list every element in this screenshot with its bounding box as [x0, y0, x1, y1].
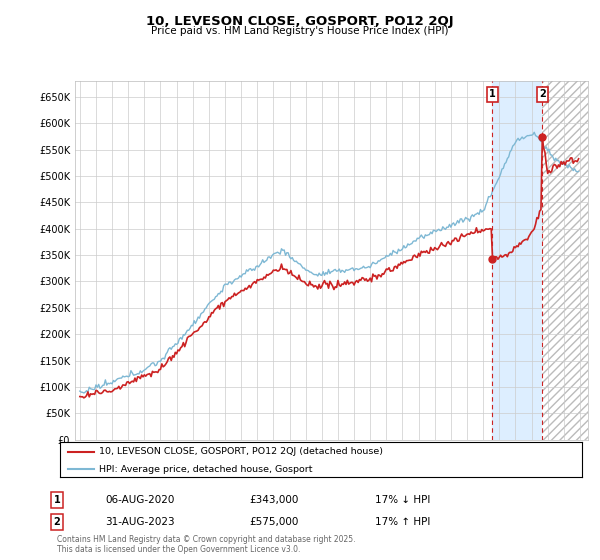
Bar: [493, 81, 542, 440]
Text: 06-AUG-2020: 06-AUG-2020: [105, 495, 175, 505]
Bar: [542, 81, 588, 440]
Text: Price paid vs. HM Land Registry's House Price Index (HPI): Price paid vs. HM Land Registry's House …: [151, 26, 449, 36]
Text: £343,000: £343,000: [249, 495, 298, 505]
Text: 17% ↓ HPI: 17% ↓ HPI: [375, 495, 430, 505]
Text: £575,000: £575,000: [249, 517, 298, 527]
Text: 31-AUG-2023: 31-AUG-2023: [105, 517, 175, 527]
Bar: [542, 81, 588, 440]
Text: Contains HM Land Registry data © Crown copyright and database right 2025.
This d: Contains HM Land Registry data © Crown c…: [57, 535, 355, 554]
Text: 17% ↑ HPI: 17% ↑ HPI: [375, 517, 430, 527]
Text: 2: 2: [539, 90, 545, 99]
Text: 2: 2: [53, 517, 61, 527]
Text: 10, LEVESON CLOSE, GOSPORT, PO12 2QJ (detached house): 10, LEVESON CLOSE, GOSPORT, PO12 2QJ (de…: [99, 447, 383, 456]
Text: HPI: Average price, detached house, Gosport: HPI: Average price, detached house, Gosp…: [99, 465, 313, 474]
Text: 1: 1: [53, 495, 61, 505]
Text: 1: 1: [489, 90, 496, 99]
Text: 10, LEVESON CLOSE, GOSPORT, PO12 2QJ: 10, LEVESON CLOSE, GOSPORT, PO12 2QJ: [146, 15, 454, 28]
